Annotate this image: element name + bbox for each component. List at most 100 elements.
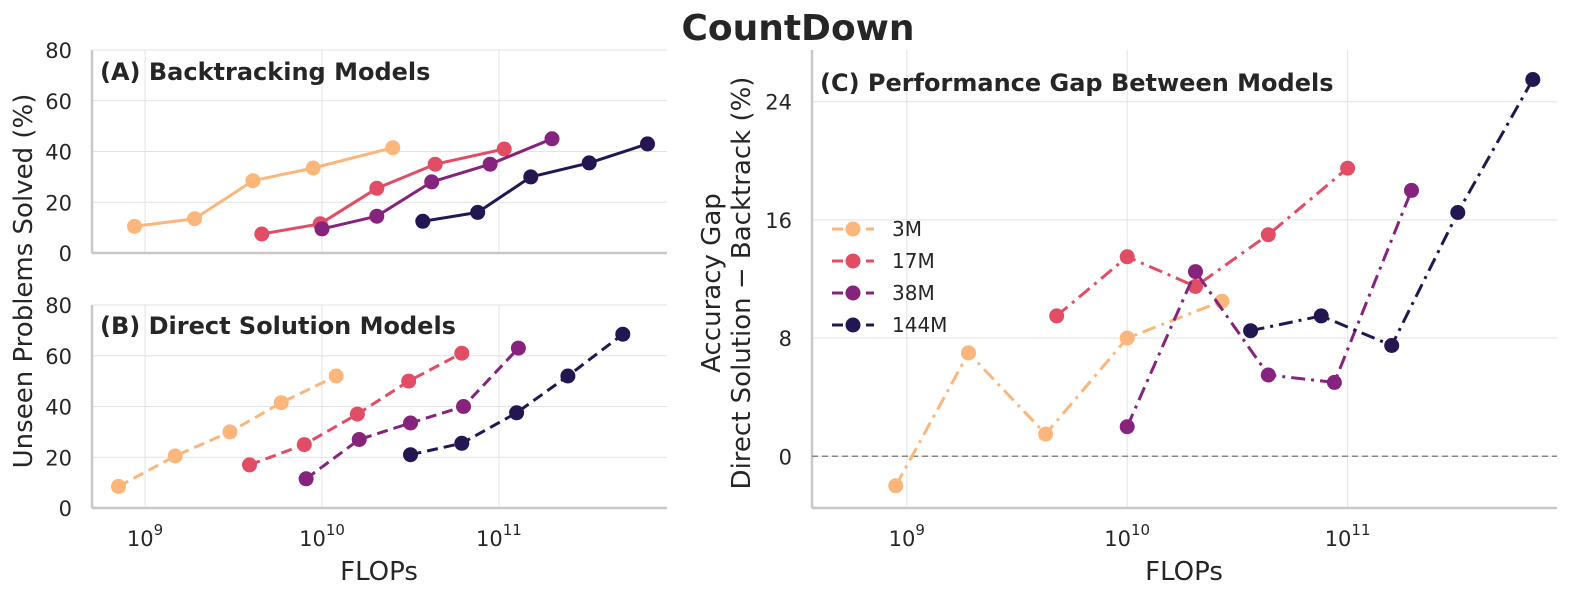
panel-b-x-label: FLOPs	[340, 557, 418, 587]
panel-b-point-144M	[454, 435, 470, 451]
panel-b-series-line-144M	[410, 333, 624, 457]
panel-b-x-tick-label: 109	[127, 521, 163, 551]
panel-a-y-tick-label: 60	[45, 90, 72, 114]
panel-a-point-144M	[581, 155, 597, 171]
panel-c-point-17M	[1119, 249, 1135, 265]
panel-a-point-3M	[305, 160, 321, 176]
panel-c-point-38M	[1404, 182, 1419, 198]
panel-c-point-3M	[888, 478, 904, 494]
panel-c-x-tick-base: 10	[1104, 527, 1131, 551]
panel-c-y-tick-label: 8	[779, 327, 792, 351]
figure-title: CountDown	[681, 8, 914, 49]
panel-c-point-144M	[1243, 323, 1259, 339]
panel-c-point-144M	[1384, 338, 1400, 353]
panel-a-point-144M	[523, 169, 539, 185]
panel-c-point-38M	[1326, 374, 1342, 390]
panel-c-point-17M	[1049, 308, 1065, 324]
legend: 3M 17M 38M 144M	[832, 217, 947, 337]
panel-c-x-label: FLOPs	[1145, 557, 1223, 587]
panel-b-y-tick-label: 40	[45, 396, 72, 420]
panel-b-y-tick-label: 0	[59, 497, 72, 521]
panel-c-performance-gap: (C) Performance Gap Between Models 0 8 16 2…	[697, 50, 1557, 587]
legend-marker-38M	[845, 285, 861, 301]
panel-c-series-line-38M	[1125, 189, 1413, 428]
panel-b-point-38M	[510, 340, 526, 356]
panel-c-x-tick-exponent: 11	[1351, 521, 1370, 539]
legend-marker-144M	[845, 317, 861, 333]
panel-c-title: (C) Performance Gap Between Models	[820, 69, 1334, 97]
panel-a-series-line-3M	[134, 146, 394, 228]
panel-b-y-tick-label: 20	[45, 446, 72, 470]
panel-a-point-38M	[424, 174, 440, 190]
panel-b-title: (B) Direct Solution Models	[100, 312, 456, 340]
panel-c-point-38M	[1119, 419, 1135, 435]
panel-a-backtracking: (A) Backtracking Models 0 20 40 60 80	[45, 39, 667, 266]
panel-b-point-17M	[242, 457, 257, 473]
legend-marker-17M	[845, 253, 861, 269]
panel-b-point-38M	[456, 399, 471, 414]
panel-a-point-38M	[314, 221, 330, 237]
panel-b-point-38M	[351, 432, 367, 447]
panel-b-point-3M	[167, 448, 183, 464]
panel-b-point-3M	[111, 478, 126, 494]
panel-c-point-144M	[1313, 308, 1329, 324]
panel-c-x-tick-base: 10	[1325, 527, 1352, 551]
panel-b-y-tick-label: 60	[45, 345, 72, 369]
panel-b-x-tick-base: 10	[299, 527, 326, 551]
panel-c-y-label-line1: Accuracy Gap	[697, 193, 727, 373]
panel-b-x-tick-label: 1010	[299, 521, 345, 551]
panel-c-x-tick-label: 1011	[1325, 521, 1371, 551]
panel-a-point-3M	[385, 140, 401, 156]
panel-c-x-tick-label: 1010	[1104, 521, 1150, 551]
panel-b-point-17M	[296, 437, 312, 453]
legend-marker-3M	[845, 221, 861, 237]
panel-a-point-17M	[369, 180, 385, 196]
panel-c-point-3M	[1038, 426, 1054, 442]
legend-label-38M: 38M	[892, 281, 935, 305]
panel-a-title: (A) Backtracking Models	[100, 58, 430, 86]
panel-a-point-38M	[482, 156, 498, 172]
panel-a-y-tick-label: 40	[45, 141, 72, 165]
panel-a-point-3M	[127, 218, 142, 234]
panel-c-point-144M	[1525, 72, 1541, 87]
panel-b-x-tick-exponent: 11	[503, 521, 522, 539]
panel-c-series-line-17M	[1055, 167, 1349, 318]
legend-label-17M: 17M	[892, 249, 935, 273]
panel-b-point-38M	[298, 471, 314, 487]
panel-c-y-tick-label: 0	[779, 445, 792, 469]
panel-b-point-3M	[328, 368, 344, 384]
panel-c-x-tick-exponent: 10	[1131, 521, 1150, 539]
panel-c-point-17M	[1260, 227, 1276, 243]
panel-c-series-line-144M	[1250, 78, 1535, 347]
panel-b-point-17M	[454, 345, 470, 361]
panel-c-x-tick-label: 109	[889, 521, 925, 551]
panel-c-x-tick-exponent: 9	[915, 521, 925, 539]
panel-b-point-144M	[403, 447, 418, 463]
panel-b-point-3M	[273, 395, 289, 411]
panel-a-point-38M	[369, 208, 385, 224]
panel-b-x-tick-base: 10	[476, 527, 503, 551]
panel-b-point-144M	[509, 405, 525, 421]
panel-a-point-144M	[640, 136, 655, 152]
panel-b-y-tick-label: 80	[45, 294, 72, 318]
panel-c-point-38M	[1260, 367, 1276, 383]
panel-a-point-3M	[245, 173, 261, 189]
panel-c-point-38M	[1188, 264, 1203, 280]
panel-b-x-tick-exponent: 10	[326, 521, 345, 539]
panel-b-x-tick-base: 10	[127, 527, 154, 551]
panel-c-point-17M	[1340, 160, 1356, 176]
panel-b-point-38M	[403, 415, 418, 431]
panel-c-point-3M	[961, 345, 976, 361]
panel-b-point-3M	[222, 424, 238, 440]
panel-a-y-tick-label: 80	[45, 39, 72, 63]
panel-c-point-3M	[1119, 330, 1135, 346]
legend-label-144M: 144M	[892, 313, 947, 337]
panel-a-point-3M	[187, 211, 203, 227]
panel-a-point-144M	[470, 204, 486, 220]
panel-a-point-17M	[427, 156, 443, 172]
panel-c-y-tick-label: 24	[765, 91, 792, 115]
panel-b-x-tick-exponent: 9	[154, 521, 164, 539]
panel-a-y-tick-label: 0	[59, 242, 72, 266]
